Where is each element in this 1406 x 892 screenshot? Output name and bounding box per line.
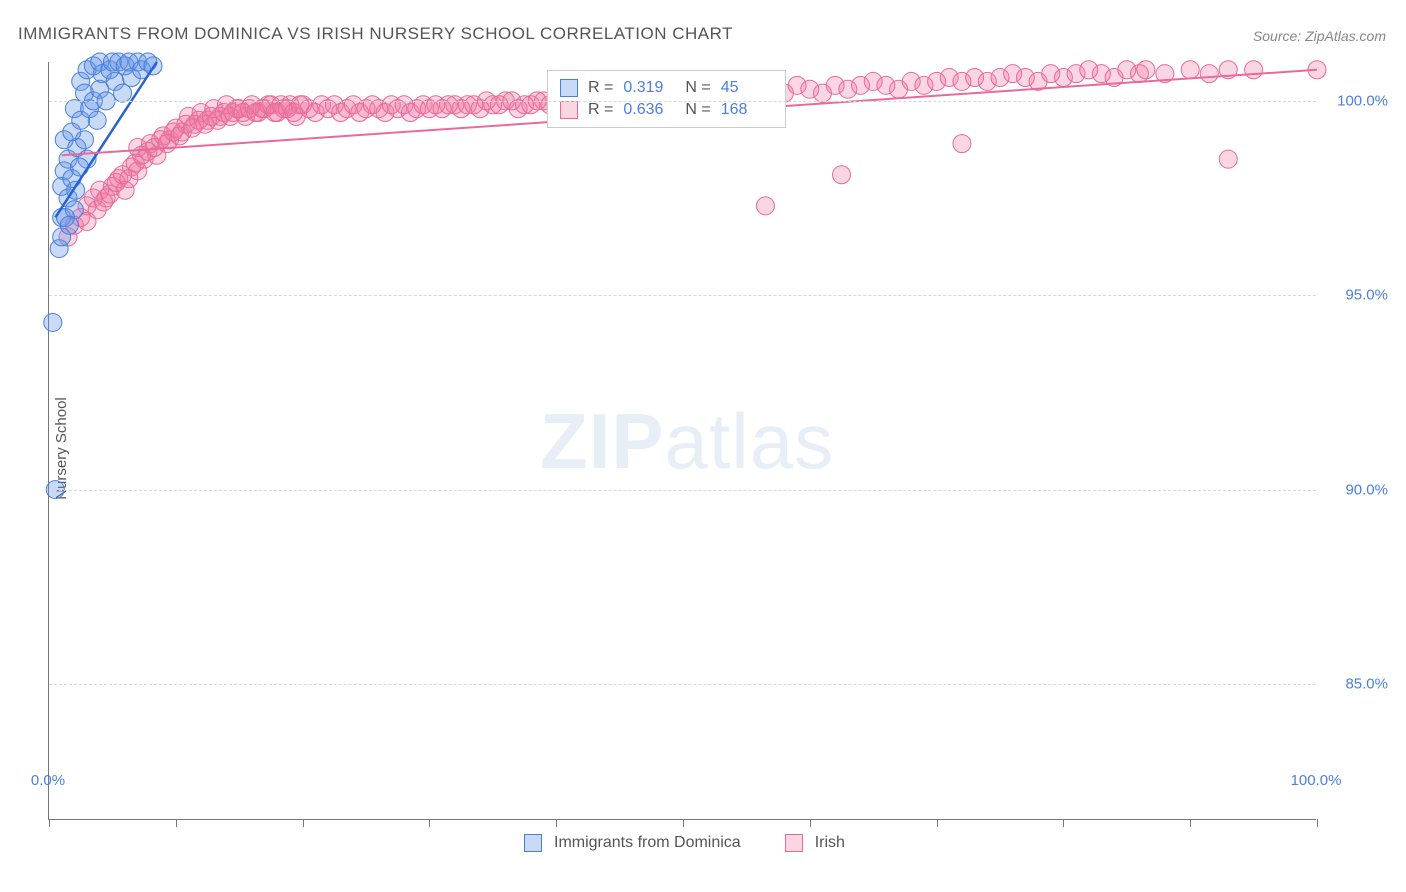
stats-row-irish: R = 0.636 N = 168 — [560, 99, 773, 121]
x-tick — [429, 819, 430, 827]
x-tick-label: 0.0% — [31, 772, 65, 789]
n-label: N = — [685, 101, 710, 119]
source-attribution: Source: ZipAtlas.com — [1253, 28, 1386, 44]
data-point — [88, 111, 106, 129]
scatter-svg — [49, 62, 1317, 820]
y-tick-label: 95.0% — [1345, 287, 1388, 304]
data-point — [1219, 150, 1237, 168]
data-point — [953, 135, 971, 153]
bottom-legend: Immigrants from Dominica Irish — [524, 834, 845, 852]
data-point — [44, 313, 62, 331]
chart-title: IMMIGRANTS FROM DOMINICA VS IRISH NURSER… — [18, 24, 733, 44]
plot-area: R = 0.319 N = 45 R = 0.636 N = 168 85.0%… — [48, 62, 1316, 820]
data-point — [76, 131, 94, 149]
data-point — [114, 84, 132, 102]
data-point — [1200, 65, 1218, 83]
swatch-dominica — [560, 79, 578, 97]
x-tick — [683, 819, 684, 827]
n-value-dominica: 45 — [721, 79, 773, 97]
gridline-h — [49, 101, 1316, 102]
legend-label-irish: Irish — [815, 834, 845, 852]
gridline-h — [49, 684, 1316, 685]
x-tick — [556, 819, 557, 827]
x-tick — [1190, 819, 1191, 827]
y-tick-label: 100.0% — [1337, 92, 1388, 109]
data-point — [291, 96, 309, 114]
n-value-irish: 168 — [721, 101, 773, 119]
r-label: R = — [588, 79, 613, 97]
n-label: N = — [685, 79, 710, 97]
x-tick — [176, 819, 177, 827]
x-tick — [1317, 819, 1318, 827]
gridline-h — [49, 490, 1316, 491]
source-prefix: Source: — [1253, 28, 1305, 44]
data-point — [1245, 61, 1263, 79]
x-tick — [303, 819, 304, 827]
data-point — [756, 197, 774, 215]
y-tick-label: 90.0% — [1345, 481, 1388, 498]
r-value-dominica: 0.319 — [623, 79, 675, 97]
r-value-irish: 0.636 — [623, 101, 675, 119]
stats-row-dominica: R = 0.319 N = 45 — [560, 77, 773, 99]
x-tick — [1063, 819, 1064, 827]
data-point — [833, 166, 851, 184]
y-tick-label: 85.0% — [1345, 675, 1388, 692]
x-tick — [810, 819, 811, 827]
data-point — [70, 158, 88, 176]
x-tick — [49, 819, 50, 827]
source-name: ZipAtlas.com — [1305, 28, 1386, 44]
gridline-h — [49, 295, 1316, 296]
swatch-irish-bottom — [785, 834, 803, 852]
legend-label-dominica: Immigrants from Dominica — [554, 834, 741, 852]
data-point — [60, 216, 78, 234]
stats-legend-box: R = 0.319 N = 45 R = 0.636 N = 168 — [547, 70, 786, 128]
data-point — [1181, 61, 1199, 79]
swatch-irish — [560, 101, 578, 119]
x-tick — [937, 819, 938, 827]
data-point — [1137, 61, 1155, 79]
swatch-dominica-bottom — [524, 834, 542, 852]
r-label: R = — [588, 101, 613, 119]
x-tick-label: 100.0% — [1291, 772, 1342, 789]
